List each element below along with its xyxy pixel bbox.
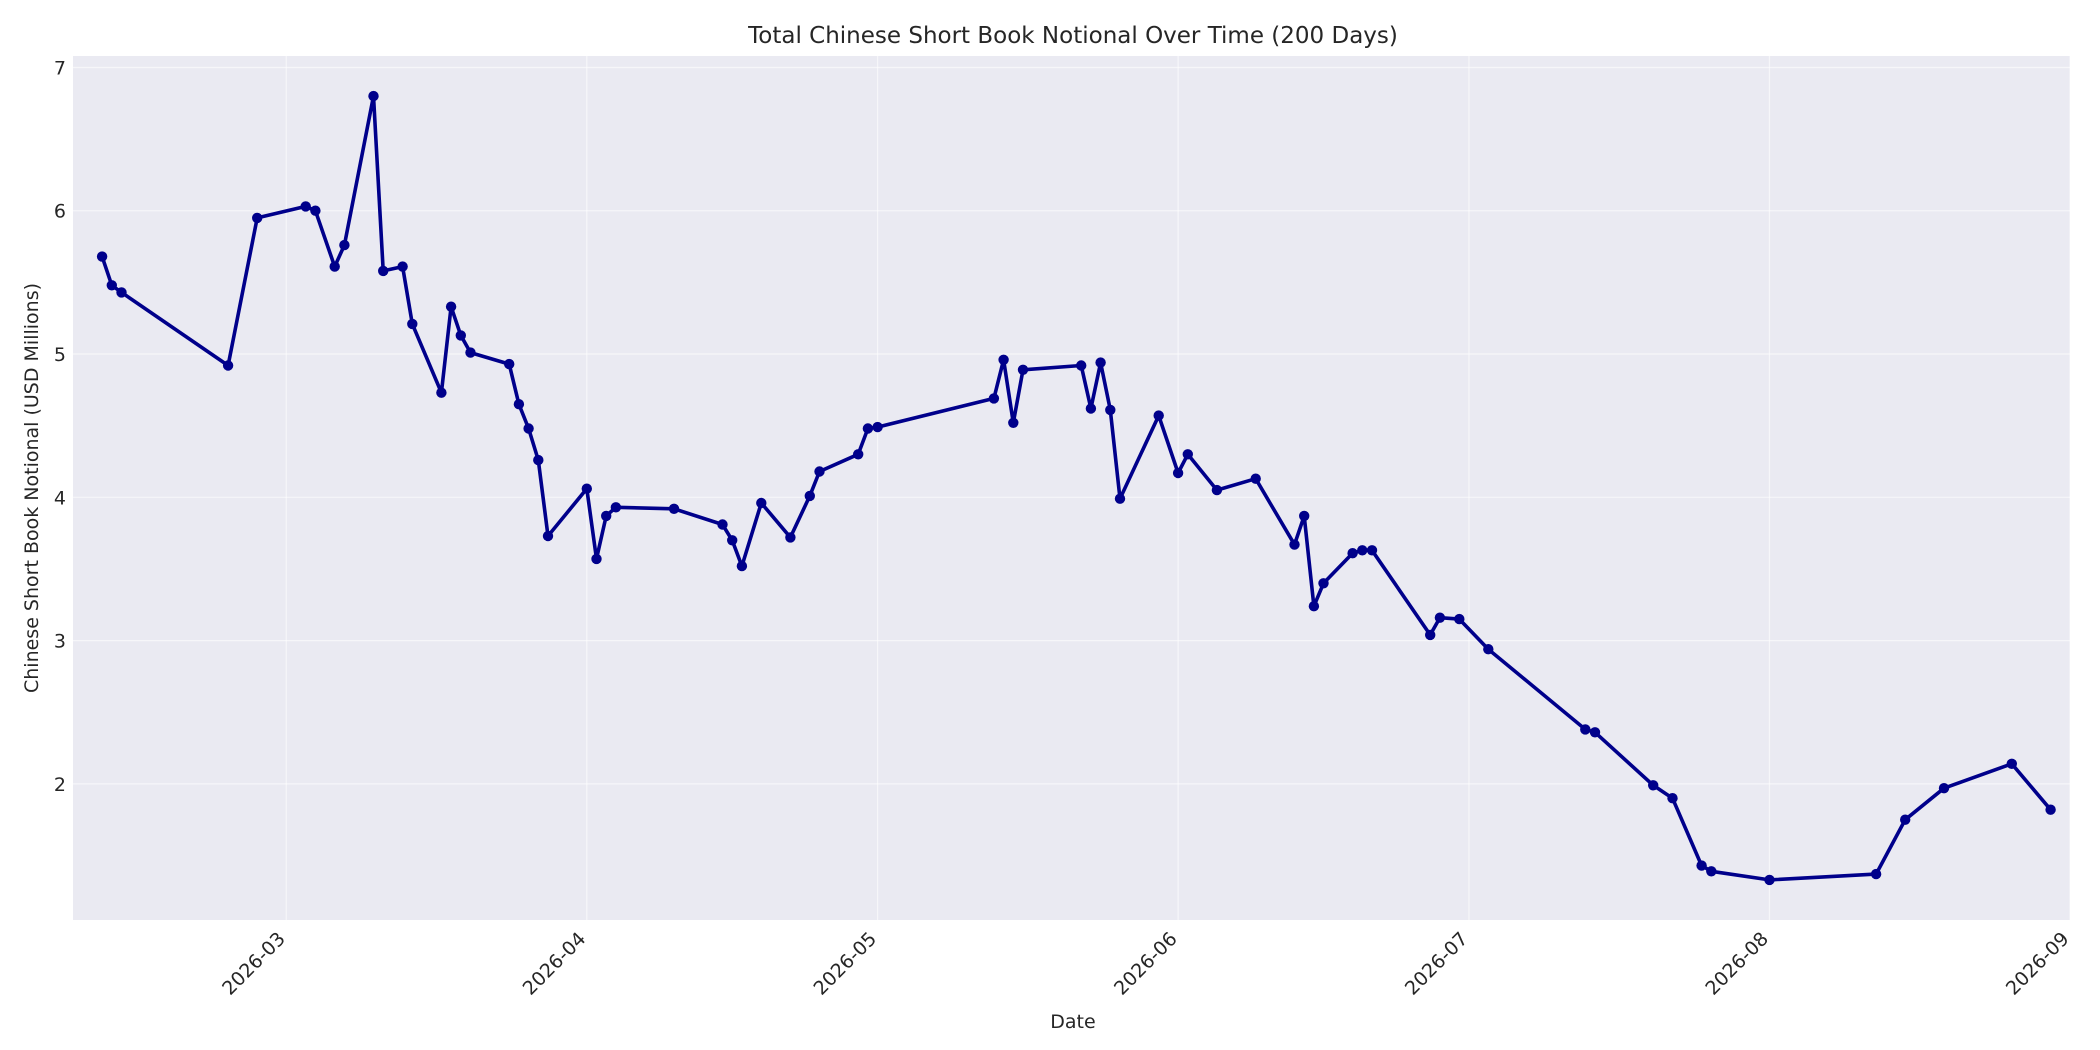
data-point-53: [1308, 601, 1320, 612]
data-point-5: [300, 201, 311, 212]
data-point-24: [601, 510, 612, 522]
data-point-16: [465, 347, 476, 358]
x-tick-label-4: 2026-07: [1401, 928, 1473, 1000]
data-point-63: [1589, 727, 1601, 738]
data-point-34: [853, 449, 864, 460]
data-point-38: [998, 354, 1009, 365]
data-point-17: [504, 358, 515, 370]
data-point-36: [872, 421, 883, 433]
data-point-13: [436, 387, 447, 398]
data-point-65: [1667, 793, 1678, 804]
data-point-61: [1483, 644, 1494, 655]
data-point-22: [581, 483, 592, 494]
data-point-42: [1085, 403, 1097, 414]
data-point-39: [1008, 417, 1019, 428]
data-point-51: [1289, 539, 1300, 550]
data-point-3: [222, 360, 234, 371]
data-point-58: [1425, 629, 1436, 641]
data-point-0: [96, 251, 108, 262]
data-point-72: [2006, 758, 2018, 769]
series-line-0: [100, 94, 2052, 882]
data-point-29: [736, 560, 748, 572]
data-point-62: [1580, 724, 1591, 735]
x-axis-label: Date: [1050, 1011, 1095, 1033]
data-point-69: [1870, 868, 1882, 880]
data-point-67: [1706, 866, 1717, 877]
x-tick-label-6: 2026-09: [2002, 928, 2074, 1000]
x-tick-label-0: 2026-03: [218, 928, 290, 1000]
y-tick-label-5: 7: [54, 57, 66, 79]
data-point-43: [1095, 357, 1106, 368]
data-point-46: [1153, 410, 1164, 421]
data-point-50: [1250, 473, 1261, 484]
data-point-27: [717, 519, 728, 530]
data-point-60: [1454, 613, 1465, 625]
data-point-2: [116, 287, 127, 298]
data-point-28: [727, 535, 738, 546]
data-point-10: [378, 265, 389, 277]
data-point-8: [339, 239, 350, 251]
data-point-57: [1366, 545, 1378, 556]
x-tick-label-5: 2026-08: [1701, 928, 1773, 1000]
data-point-71: [1938, 783, 1950, 794]
data-point-20: [533, 454, 544, 466]
data-point-41: [1076, 360, 1087, 371]
data-point-31: [785, 532, 796, 543]
data-point-4: [252, 212, 263, 224]
plot-area: [73, 56, 2070, 920]
data-point-59: [1434, 612, 1446, 623]
data-point-1: [106, 280, 118, 291]
data-point-14: [445, 301, 457, 312]
y-tick-label-4: 6: [54, 201, 66, 223]
data-point-37: [988, 393, 1000, 404]
chart-title: Total Chinese Short Book Notional Over T…: [747, 23, 1398, 49]
data-point-30: [756, 497, 767, 509]
data-point-18: [513, 399, 525, 410]
data-point-66: [1696, 860, 1707, 871]
x-tick-label-1: 2026-04: [519, 928, 591, 1000]
data-point-25: [610, 502, 622, 513]
data-point-54: [1318, 578, 1329, 589]
x-tick-label-2: 2026-05: [809, 928, 881, 1000]
grid-lines: [73, 56, 2071, 920]
data-point-6: [310, 205, 321, 216]
data-point-9: [368, 90, 379, 102]
data-point-73: [2045, 804, 2056, 815]
data-point-52: [1299, 510, 1310, 522]
y-axis-label: Chinese Short Book Notional (USD Million…: [21, 283, 43, 693]
data-point-12: [407, 318, 418, 330]
y-tick-label-2: 4: [54, 487, 66, 509]
data-point-15: [455, 330, 466, 341]
data-point-68: [1764, 874, 1775, 886]
data-point-11: [397, 261, 408, 272]
y-tick-label-1: 3: [54, 631, 66, 653]
y-tick-label-3: 5: [54, 344, 66, 366]
data-point-26: [668, 503, 680, 514]
data-point-49: [1211, 484, 1223, 496]
data-point-48: [1182, 449, 1194, 460]
data-point-40: [1017, 364, 1029, 375]
data-point-70: [1900, 814, 1911, 825]
data-point-33: [814, 466, 825, 477]
y-tick-label-0: 2: [54, 774, 66, 796]
data-point-19: [523, 423, 534, 434]
data-point-23: [591, 553, 602, 565]
data-point-35: [862, 423, 874, 434]
data-point-44: [1105, 404, 1116, 416]
x-tick-label-3: 2026-06: [1110, 928, 1182, 1000]
data-point-21: [542, 530, 554, 542]
series-layer: [96, 90, 2056, 886]
data-point-47: [1172, 467, 1184, 479]
data-point-32: [804, 490, 815, 502]
data-point-45: [1114, 493, 1126, 504]
data-point-64: [1648, 780, 1659, 791]
data-point-7: [329, 261, 340, 272]
data-point-55: [1347, 548, 1358, 559]
data-point-56: [1357, 545, 1368, 556]
